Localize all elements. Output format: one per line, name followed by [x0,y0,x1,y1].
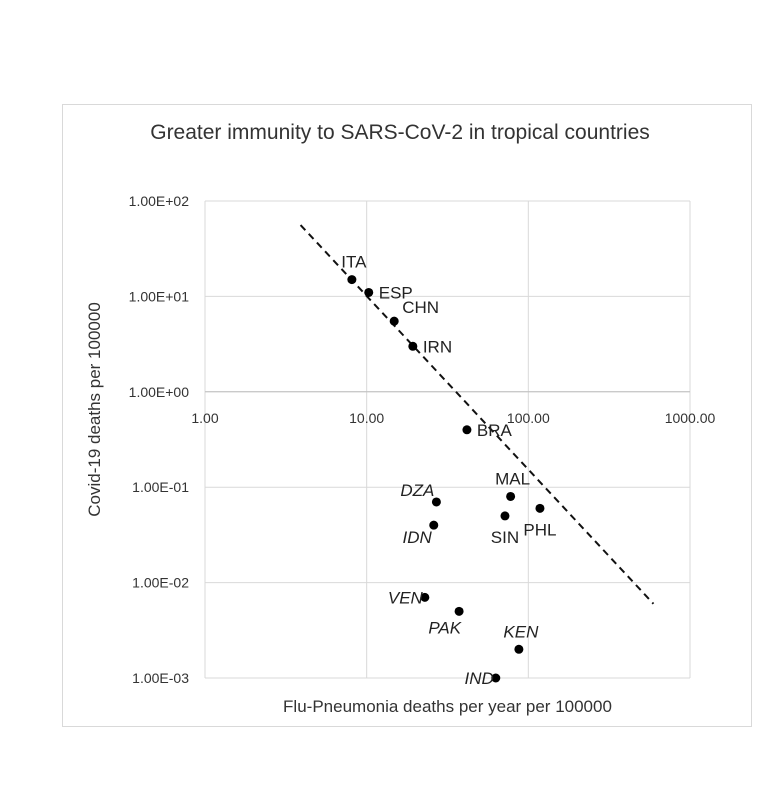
data-label-pak: PAK [428,618,461,637]
data-point-irn [408,341,418,351]
y-tick-label: 1.00E+02 [129,193,190,209]
data-label-esp: ESP [379,283,413,302]
data-label-ind: IND [465,669,494,688]
data-label-idn: IDN [402,528,432,547]
data-label-chn: CHN [402,298,439,317]
x-axis-title: Flu-Pneumonia deaths per year per 100000 [283,697,612,716]
x-tick-label: 10.00 [349,410,384,426]
data-point-bra [462,425,472,435]
data-label-bra: BRA [477,421,513,440]
data-point-ita [347,275,357,285]
y-tick-label: 1.00E+00 [129,384,190,400]
data-label-ita: ITA [341,253,367,272]
data-point-chn [389,316,399,326]
trendline [299,224,655,605]
y-tick-label: 1.00E-01 [132,479,189,495]
y-axis-title: Covid-19 deaths per 100000 [85,302,104,517]
chart-area [62,104,752,727]
x-tick-label: 100.00 [507,410,550,426]
data-point-pak [454,606,464,616]
data-point-sin [500,511,510,521]
chart-title: Greater immunity to SARS-CoV-2 in tropic… [150,121,650,144]
x-tick-label: 1.00 [191,410,218,426]
data-point-mal [506,491,516,501]
data-point-esp [364,287,374,297]
data-label-dza: DZA [400,481,434,500]
y-tick-label: 1.00E-03 [132,670,189,686]
data-point-idn [429,520,439,530]
data-point-phl [535,503,545,513]
data-label-mal: MAL [495,469,530,488]
data-label-phl: PHL [523,520,556,539]
data-point-ind [491,673,501,683]
data-point-ven [420,592,430,602]
data-label-ken: KEN [503,622,539,641]
y-tick-label: 1.00E+01 [129,288,190,304]
data-label-sin: SIN [491,528,519,547]
data-point-dza [431,497,441,507]
data-label-irn: IRN [423,337,452,356]
data-label-ven: VEN [388,588,424,607]
x-tick-label: 1000.00 [665,410,716,426]
data-point-ken [514,644,524,654]
y-tick-label: 1.00E-02 [132,575,189,591]
